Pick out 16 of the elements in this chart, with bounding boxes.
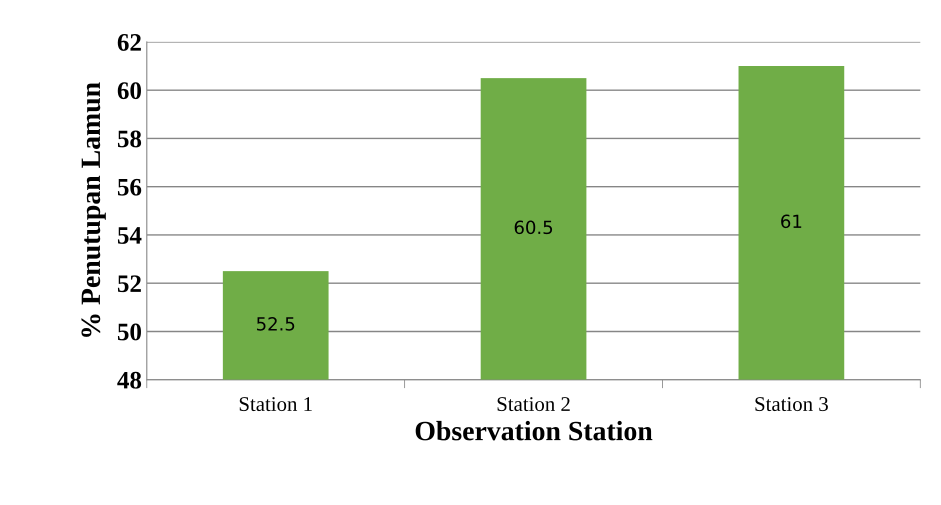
x-tick-label: Station 1 [240,397,312,412]
x-tick-label: Station 3 [755,397,828,412]
y-tick-label: 56 [118,178,142,196]
y-tick-label: 52 [118,275,141,292]
data-label: 61 [781,214,802,228]
y-tick-label: 62 [118,34,141,51]
y-tick-label: 50 [118,324,141,340]
data-label: 60.5 [514,220,552,234]
x-axis-title: Observation Station [416,420,652,440]
y-axis-title: % Penutupan Lamun [81,82,106,337]
y-tick-label: 54 [118,227,142,244]
y-tick-label: 60 [118,82,141,100]
data-label: 52.5 [257,317,294,331]
y-tick-label: 48 [117,372,142,389]
y-tick-label: 58 [118,130,142,148]
x-tick-label: Station 2 [498,397,570,412]
